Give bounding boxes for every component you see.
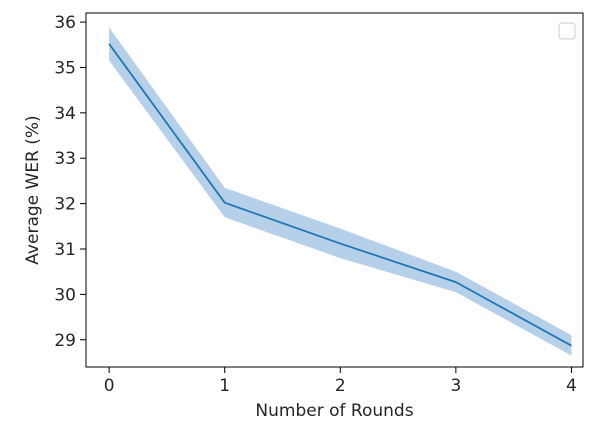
y-tick-label: 36 [54, 13, 76, 33]
y-axis-title: Average WER (%) [23, 115, 43, 264]
plot-frame [85, 12, 584, 368]
confidence-band-0 [109, 27, 572, 356]
y-axis-ticks: 29 30 31 32 33 34 35 36 [54, 13, 86, 351]
x-tick-label: 3 [450, 376, 461, 396]
y-tick-label: 33 [54, 149, 76, 169]
legend-box [558, 22, 576, 40]
y-tick-label: 32 [54, 195, 76, 215]
confidence-band-layer [109, 27, 572, 356]
y-tick-label: 34 [54, 104, 76, 124]
x-tick-label: 2 [335, 376, 346, 396]
x-tick-label: 0 [104, 376, 115, 396]
series-line-layer [108, 43, 572, 347]
x-axis-ticks: 0 1 2 3 4 [104, 367, 577, 396]
x-axis-title: Number of Rounds [255, 401, 413, 421]
y-tick-label: 35 [54, 58, 76, 78]
y-tick-label: 30 [54, 285, 76, 305]
x-tick-label: 4 [566, 376, 577, 396]
x-tick-label: 1 [219, 376, 230, 396]
y-tick-label: 29 [54, 331, 76, 351]
y-tick-label: 31 [54, 240, 76, 260]
